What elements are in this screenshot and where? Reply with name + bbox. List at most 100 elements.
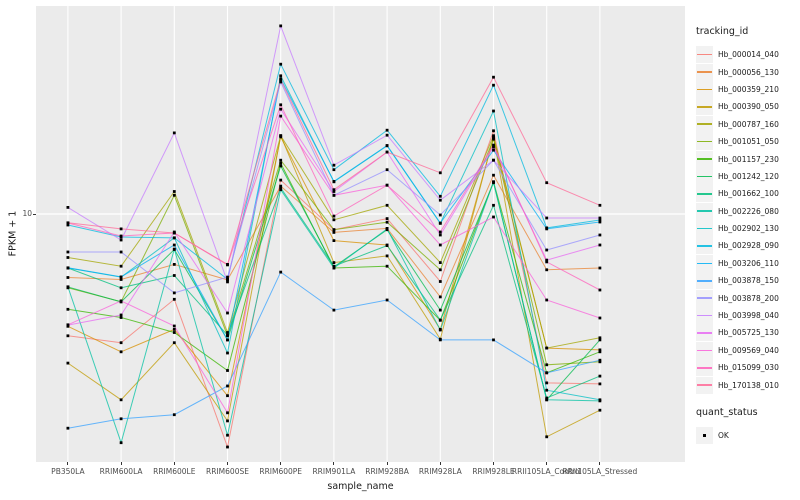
data-point-marker xyxy=(492,338,495,342)
data-point-marker xyxy=(598,382,602,386)
legend-item-label: Hb_000359_210 xyxy=(718,84,779,94)
legend-key xyxy=(696,427,713,444)
x-tick-mark xyxy=(173,462,175,465)
data-point-marker xyxy=(332,168,336,172)
legend-item: Hb_000787_160 xyxy=(696,115,800,133)
data-point-marker xyxy=(438,328,442,332)
data-point-marker xyxy=(385,264,389,268)
y-tick-label: 10 xyxy=(22,209,32,218)
data-point-marker xyxy=(119,316,123,319)
legend-item-label: Hb_003206_110 xyxy=(718,258,779,268)
data-point-marker xyxy=(385,144,389,147)
legend-item-label: Hb_001051_050 xyxy=(718,137,779,147)
data-point-marker xyxy=(545,381,549,385)
legend-key xyxy=(696,133,713,151)
data-point-marker xyxy=(545,227,549,231)
data-point-marker xyxy=(545,248,549,252)
data-point-marker xyxy=(66,206,70,209)
legend-key xyxy=(696,289,713,307)
data-point-marker xyxy=(279,134,283,138)
legend-item: Hb_005725_130 xyxy=(696,324,800,342)
data-point-marker xyxy=(598,316,602,320)
data-point-marker xyxy=(226,411,229,415)
legend-item-label: OK xyxy=(718,431,729,440)
data-point-marker xyxy=(385,217,389,220)
data-point-marker xyxy=(385,203,389,207)
series-color-line-icon xyxy=(697,366,712,369)
data-point-marker xyxy=(226,351,229,355)
data-point-marker xyxy=(385,244,389,247)
x-tick-mark xyxy=(546,462,548,465)
legend-item-label: Hb_000056_130 xyxy=(718,67,779,77)
series-color-line-icon xyxy=(697,245,712,247)
data-point-marker xyxy=(492,109,495,113)
series-color-line-icon xyxy=(697,158,712,160)
data-point-marker xyxy=(66,285,70,289)
legend-item-label: Hb_000014_040 xyxy=(718,50,779,60)
legend-item: Hb_170138_010 xyxy=(696,376,800,394)
data-point-marker xyxy=(598,348,602,352)
x-tick-label: RRII105LA_Stressed xyxy=(562,467,638,476)
data-point-marker xyxy=(492,215,495,219)
legend-item-label: Hb_000390_050 xyxy=(718,102,779,112)
x-tick-mark xyxy=(599,462,601,465)
legend-item: Hb_000014_040 xyxy=(696,46,800,64)
legend-key xyxy=(696,341,713,359)
series-color-line-icon xyxy=(697,53,712,56)
data-point-marker xyxy=(119,441,123,445)
y-axis-title: FPKM + 1 xyxy=(7,210,19,257)
series-color-line-icon xyxy=(697,123,712,126)
data-point-marker xyxy=(545,216,549,220)
tracking-legend-title: tracking_id xyxy=(696,26,749,37)
legend-key xyxy=(696,359,713,377)
legend-item-label: Hb_015099_030 xyxy=(718,363,779,373)
data-point-marker xyxy=(492,83,495,87)
data-point-marker xyxy=(226,433,229,437)
data-point-marker xyxy=(598,266,602,270)
data-point-marker xyxy=(332,231,336,234)
data-point-marker xyxy=(492,143,495,147)
data-point-marker xyxy=(279,270,283,274)
data-point-marker xyxy=(385,168,389,172)
legend-key xyxy=(696,98,713,116)
legend-item: Hb_003878_150 xyxy=(696,272,800,290)
legend: tracking_id Hb_000014_040 Hb_000056_130 Hb… xyxy=(696,26,800,444)
data-point-marker xyxy=(332,264,336,268)
legend-key xyxy=(696,237,713,255)
data-point-marker xyxy=(226,445,229,449)
data-point-marker xyxy=(279,62,283,66)
data-point-marker xyxy=(172,193,176,197)
legend-key xyxy=(696,307,713,325)
data-point-marker xyxy=(438,194,442,198)
data-point-marker xyxy=(385,227,389,231)
data-point-marker xyxy=(598,233,602,237)
data-point-marker xyxy=(332,188,336,192)
data-point-marker xyxy=(226,277,229,281)
legend-key xyxy=(696,63,713,81)
data-point-marker xyxy=(438,308,442,312)
data-point-marker xyxy=(279,78,283,82)
data-point-marker xyxy=(332,266,336,270)
data-point-marker xyxy=(279,74,283,78)
data-point-marker xyxy=(119,250,123,254)
data-point-marker xyxy=(545,388,549,392)
data-point-marker xyxy=(385,254,389,258)
legend-key xyxy=(696,376,713,394)
data-point-marker xyxy=(172,243,176,247)
data-point-marker xyxy=(119,417,123,421)
data-point-marker xyxy=(598,360,602,364)
data-point-marker xyxy=(119,227,123,231)
data-point-marker xyxy=(172,328,176,331)
data-point-marker xyxy=(119,341,123,345)
data-point-marker xyxy=(226,275,229,279)
legend-item-label: Hb_001242_120 xyxy=(718,171,779,181)
data-point-marker xyxy=(66,221,70,225)
data-point-marker xyxy=(545,396,549,400)
data-point-marker xyxy=(332,308,336,312)
data-point-marker xyxy=(119,398,123,402)
data-point-marker xyxy=(279,114,283,118)
legend-key xyxy=(696,254,713,272)
data-point-marker xyxy=(438,243,442,247)
data-point-marker xyxy=(598,216,602,220)
legend-item: Hb_003206_110 xyxy=(696,254,800,272)
